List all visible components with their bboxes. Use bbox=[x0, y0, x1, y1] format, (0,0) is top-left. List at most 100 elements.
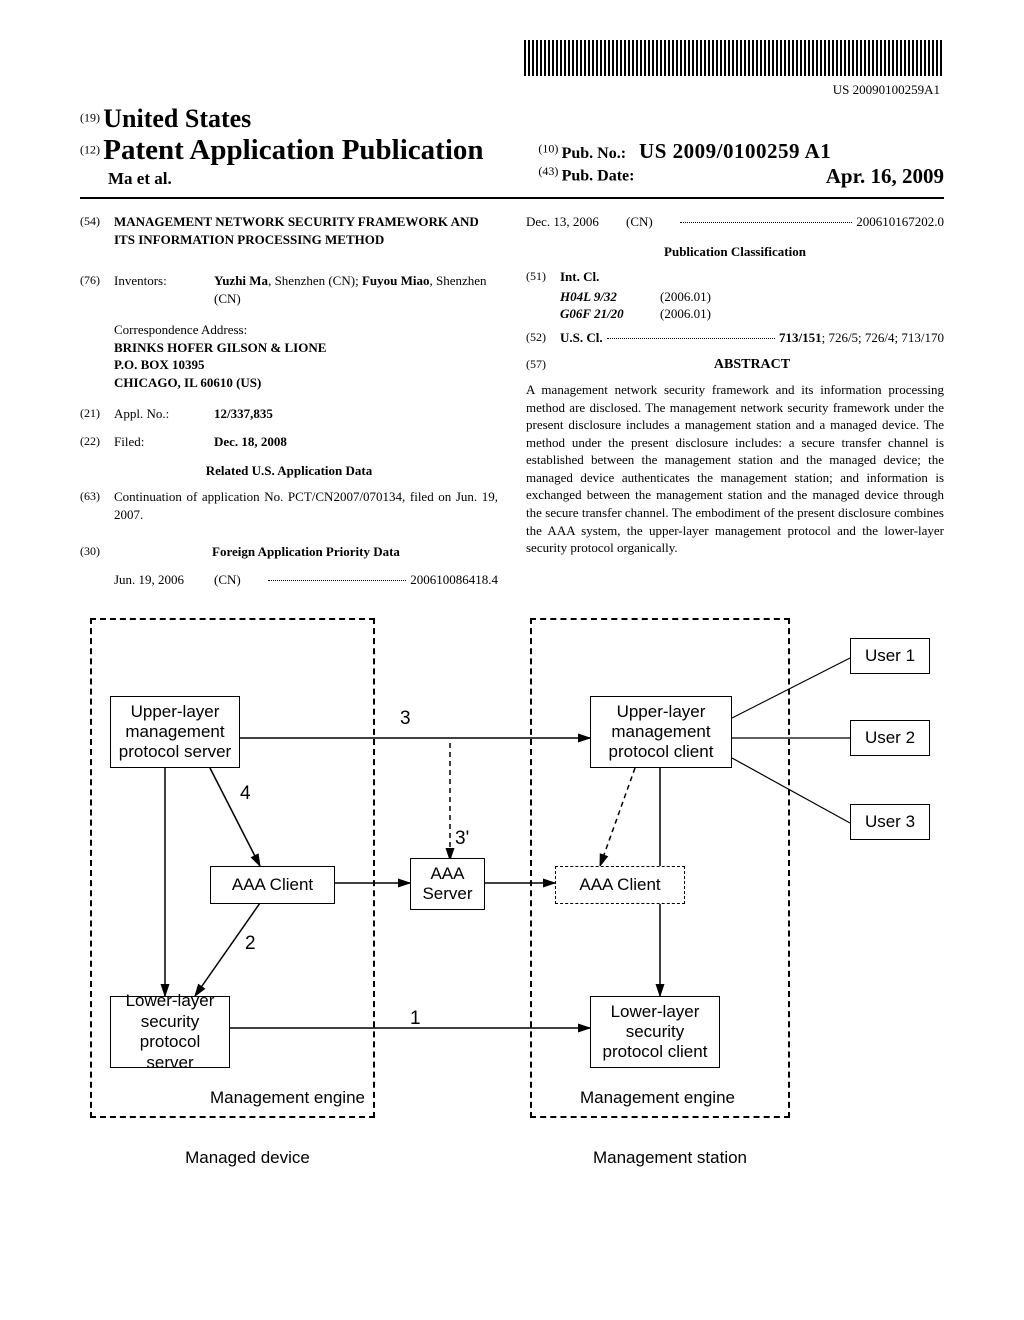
classification-title: Publication Classification bbox=[526, 243, 944, 261]
management-engine-left-label: Management engine bbox=[200, 1088, 375, 1108]
invention-title: MANAGEMENT NETWORK SECURITY FRAMEWORK AN… bbox=[114, 213, 498, 248]
pubno-label: Pub. No.: bbox=[562, 145, 626, 162]
inventor-1-loc: , Shenzhen (CN); bbox=[268, 273, 362, 288]
pubno-value: US 2009/0100259 A1 bbox=[639, 139, 831, 163]
code-57: (57) bbox=[526, 356, 560, 375]
uscl-bold: 713/151 bbox=[779, 330, 822, 345]
aaa-server-box: AAA Server bbox=[410, 858, 485, 910]
patent-page: US 20090100259A1 (19) United States (12)… bbox=[0, 0, 1024, 1248]
abstract-header: (57) ABSTRACT bbox=[526, 356, 944, 375]
code-52: (52) bbox=[526, 329, 560, 347]
country: United States bbox=[103, 104, 251, 133]
right-column: Dec. 13, 2006 (CN) 200610167202.0 Public… bbox=[526, 213, 944, 588]
barcode-graphic bbox=[524, 40, 944, 76]
intcl-label: Int. Cl. bbox=[560, 268, 620, 286]
intcl-code-1: H04L 9/32 bbox=[560, 288, 660, 306]
continuation-field: (63) Continuation of application No. PCT… bbox=[80, 488, 498, 533]
leader-dots bbox=[268, 571, 406, 581]
header-right: (10) Pub. No.: US 2009/0100259 A1 (43) P… bbox=[528, 139, 944, 189]
authors: Ma et al. bbox=[80, 169, 528, 189]
corr-label: Correspondence Address: bbox=[114, 321, 498, 339]
barcode-number: US 20090100259A1 bbox=[80, 82, 944, 98]
priority-country: (CN) bbox=[214, 571, 264, 589]
intcl-entry-1: H04L 9/32 (2006.01) bbox=[560, 288, 944, 306]
filed-label: Filed: bbox=[114, 433, 214, 451]
filed-value: Dec. 18, 2008 bbox=[214, 433, 498, 451]
appl-value: 12/337,835 bbox=[214, 405, 498, 423]
intcl-entry-2: G06F 21/20 (2006.01) bbox=[560, 305, 944, 323]
appl-no-field: (21) Appl. No.: 12/337,835 bbox=[80, 405, 498, 423]
priority-row-1: Jun. 19, 2006 (CN) 200610086418.4 bbox=[114, 571, 498, 589]
code-19: (19) bbox=[80, 111, 100, 125]
left-column: (54) MANAGEMENT NETWORK SECURITY FRAMEWO… bbox=[80, 213, 498, 588]
code-63: (63) bbox=[80, 488, 114, 533]
managed-device-label: Managed device bbox=[160, 1148, 335, 1168]
lower-protocol-server-box: Lower-layer security protocol server bbox=[110, 996, 230, 1068]
publication-title: Patent Application Publication bbox=[103, 134, 483, 166]
leader-dots-2 bbox=[680, 213, 852, 223]
architecture-diagram: Upper-layer management protocol server A… bbox=[80, 608, 944, 1188]
code-10: (10) bbox=[538, 142, 558, 156]
abstract-body: A management network security framework … bbox=[526, 381, 944, 556]
code-30: (30) bbox=[80, 543, 114, 571]
code-51: (51) bbox=[526, 268, 560, 286]
code-21: (21) bbox=[80, 405, 114, 423]
inventors-label: Inventors: bbox=[114, 272, 214, 307]
inventor-1-name: Yuzhi Ma bbox=[214, 273, 268, 288]
lower-protocol-client-box: Lower-layer security protocol client bbox=[590, 996, 720, 1068]
priority-country-2: (CN) bbox=[626, 213, 676, 231]
header-row: (19) United States (12) Patent Applicati… bbox=[80, 104, 944, 189]
uscl-value: 713/151; 726/5; 726/4; 713/170 bbox=[779, 329, 944, 347]
user-3-box: User 3 bbox=[850, 804, 930, 840]
code-76: (76) bbox=[80, 272, 114, 307]
uscl-rest: ; 726/5; 726/4; 713/170 bbox=[822, 330, 944, 345]
edge-label-2: 2 bbox=[245, 933, 256, 955]
edge-label-1: 1 bbox=[410, 1008, 421, 1030]
related-data-title: Related U.S. Application Data bbox=[80, 462, 498, 480]
title-field: (54) MANAGEMENT NETWORK SECURITY FRAMEWO… bbox=[80, 213, 498, 262]
code-54: (54) bbox=[80, 213, 114, 262]
uscl-row: (52) U.S. Cl. 713/151; 726/5; 726/4; 713… bbox=[526, 329, 944, 347]
corr-line-1: BRINKS HOFER GILSON & LIONE bbox=[114, 339, 498, 357]
upper-protocol-client-box: Upper-layer management protocol client bbox=[590, 696, 732, 768]
user-1-box: User 1 bbox=[850, 638, 930, 674]
appl-label: Appl. No.: bbox=[114, 405, 214, 423]
corr-line-2: P.O. BOX 10395 bbox=[114, 356, 498, 374]
inventor-2-name: Fuyou Miao bbox=[362, 273, 430, 288]
intcl-year-2: (2006.01) bbox=[660, 305, 711, 323]
code-43: (43) bbox=[538, 164, 558, 178]
intcl-code-2: G06F 21/20 bbox=[560, 305, 660, 323]
aaa-client-right-box: AAA Client bbox=[555, 866, 685, 904]
intcl-row: (51) Int. Cl. bbox=[526, 268, 944, 286]
foreign-title: Foreign Application Priority Data bbox=[114, 543, 498, 561]
continuation-text: Continuation of application No. PCT/CN20… bbox=[114, 488, 498, 523]
edge-label-4: 4 bbox=[240, 783, 251, 805]
uscl-label: U.S. Cl. bbox=[560, 329, 603, 347]
upper-protocol-server-box: Upper-layer management protocol server bbox=[110, 696, 240, 768]
inventors-field: (76) Inventors: Yuzhi Ma, Shenzhen (CN);… bbox=[80, 272, 498, 307]
priority-number-2: 200610167202.0 bbox=[856, 213, 944, 231]
corr-line-3: CHICAGO, IL 60610 (US) bbox=[114, 374, 498, 392]
management-station-label: Management station bbox=[570, 1148, 770, 1168]
header-rule bbox=[80, 197, 944, 199]
bibliography-columns: (54) MANAGEMENT NETWORK SECURITY FRAMEWO… bbox=[80, 213, 944, 588]
code-12: (12) bbox=[80, 143, 100, 157]
priority-row-2: Dec. 13, 2006 (CN) 200610167202.0 bbox=[526, 213, 944, 231]
filed-field: (22) Filed: Dec. 18, 2008 bbox=[80, 433, 498, 451]
intcl-year-1: (2006.01) bbox=[660, 288, 711, 306]
uscl-dots bbox=[607, 329, 775, 339]
foreign-priority-header: (30) Foreign Application Priority Data bbox=[80, 543, 498, 571]
barcode-area: US 20090100259A1 bbox=[80, 40, 944, 98]
pubdate-label: Pub. Date: bbox=[562, 167, 635, 184]
aaa-client-left-box: AAA Client bbox=[210, 866, 335, 904]
management-engine-right-label: Management engine bbox=[570, 1088, 745, 1108]
priority-date: Jun. 19, 2006 bbox=[114, 571, 214, 589]
priority-date-2: Dec. 13, 2006 bbox=[526, 213, 626, 231]
edge-label-3: 3 bbox=[400, 708, 411, 730]
pubdate-value: Apr. 16, 2009 bbox=[826, 164, 944, 189]
correspondence-address: Correspondence Address: BRINKS HOFER GIL… bbox=[114, 321, 498, 391]
edge-label-3p: 3' bbox=[455, 828, 469, 850]
user-2-box: User 2 bbox=[850, 720, 930, 756]
priority-number: 200610086418.4 bbox=[410, 571, 498, 589]
abstract-title: ABSTRACT bbox=[560, 356, 944, 375]
